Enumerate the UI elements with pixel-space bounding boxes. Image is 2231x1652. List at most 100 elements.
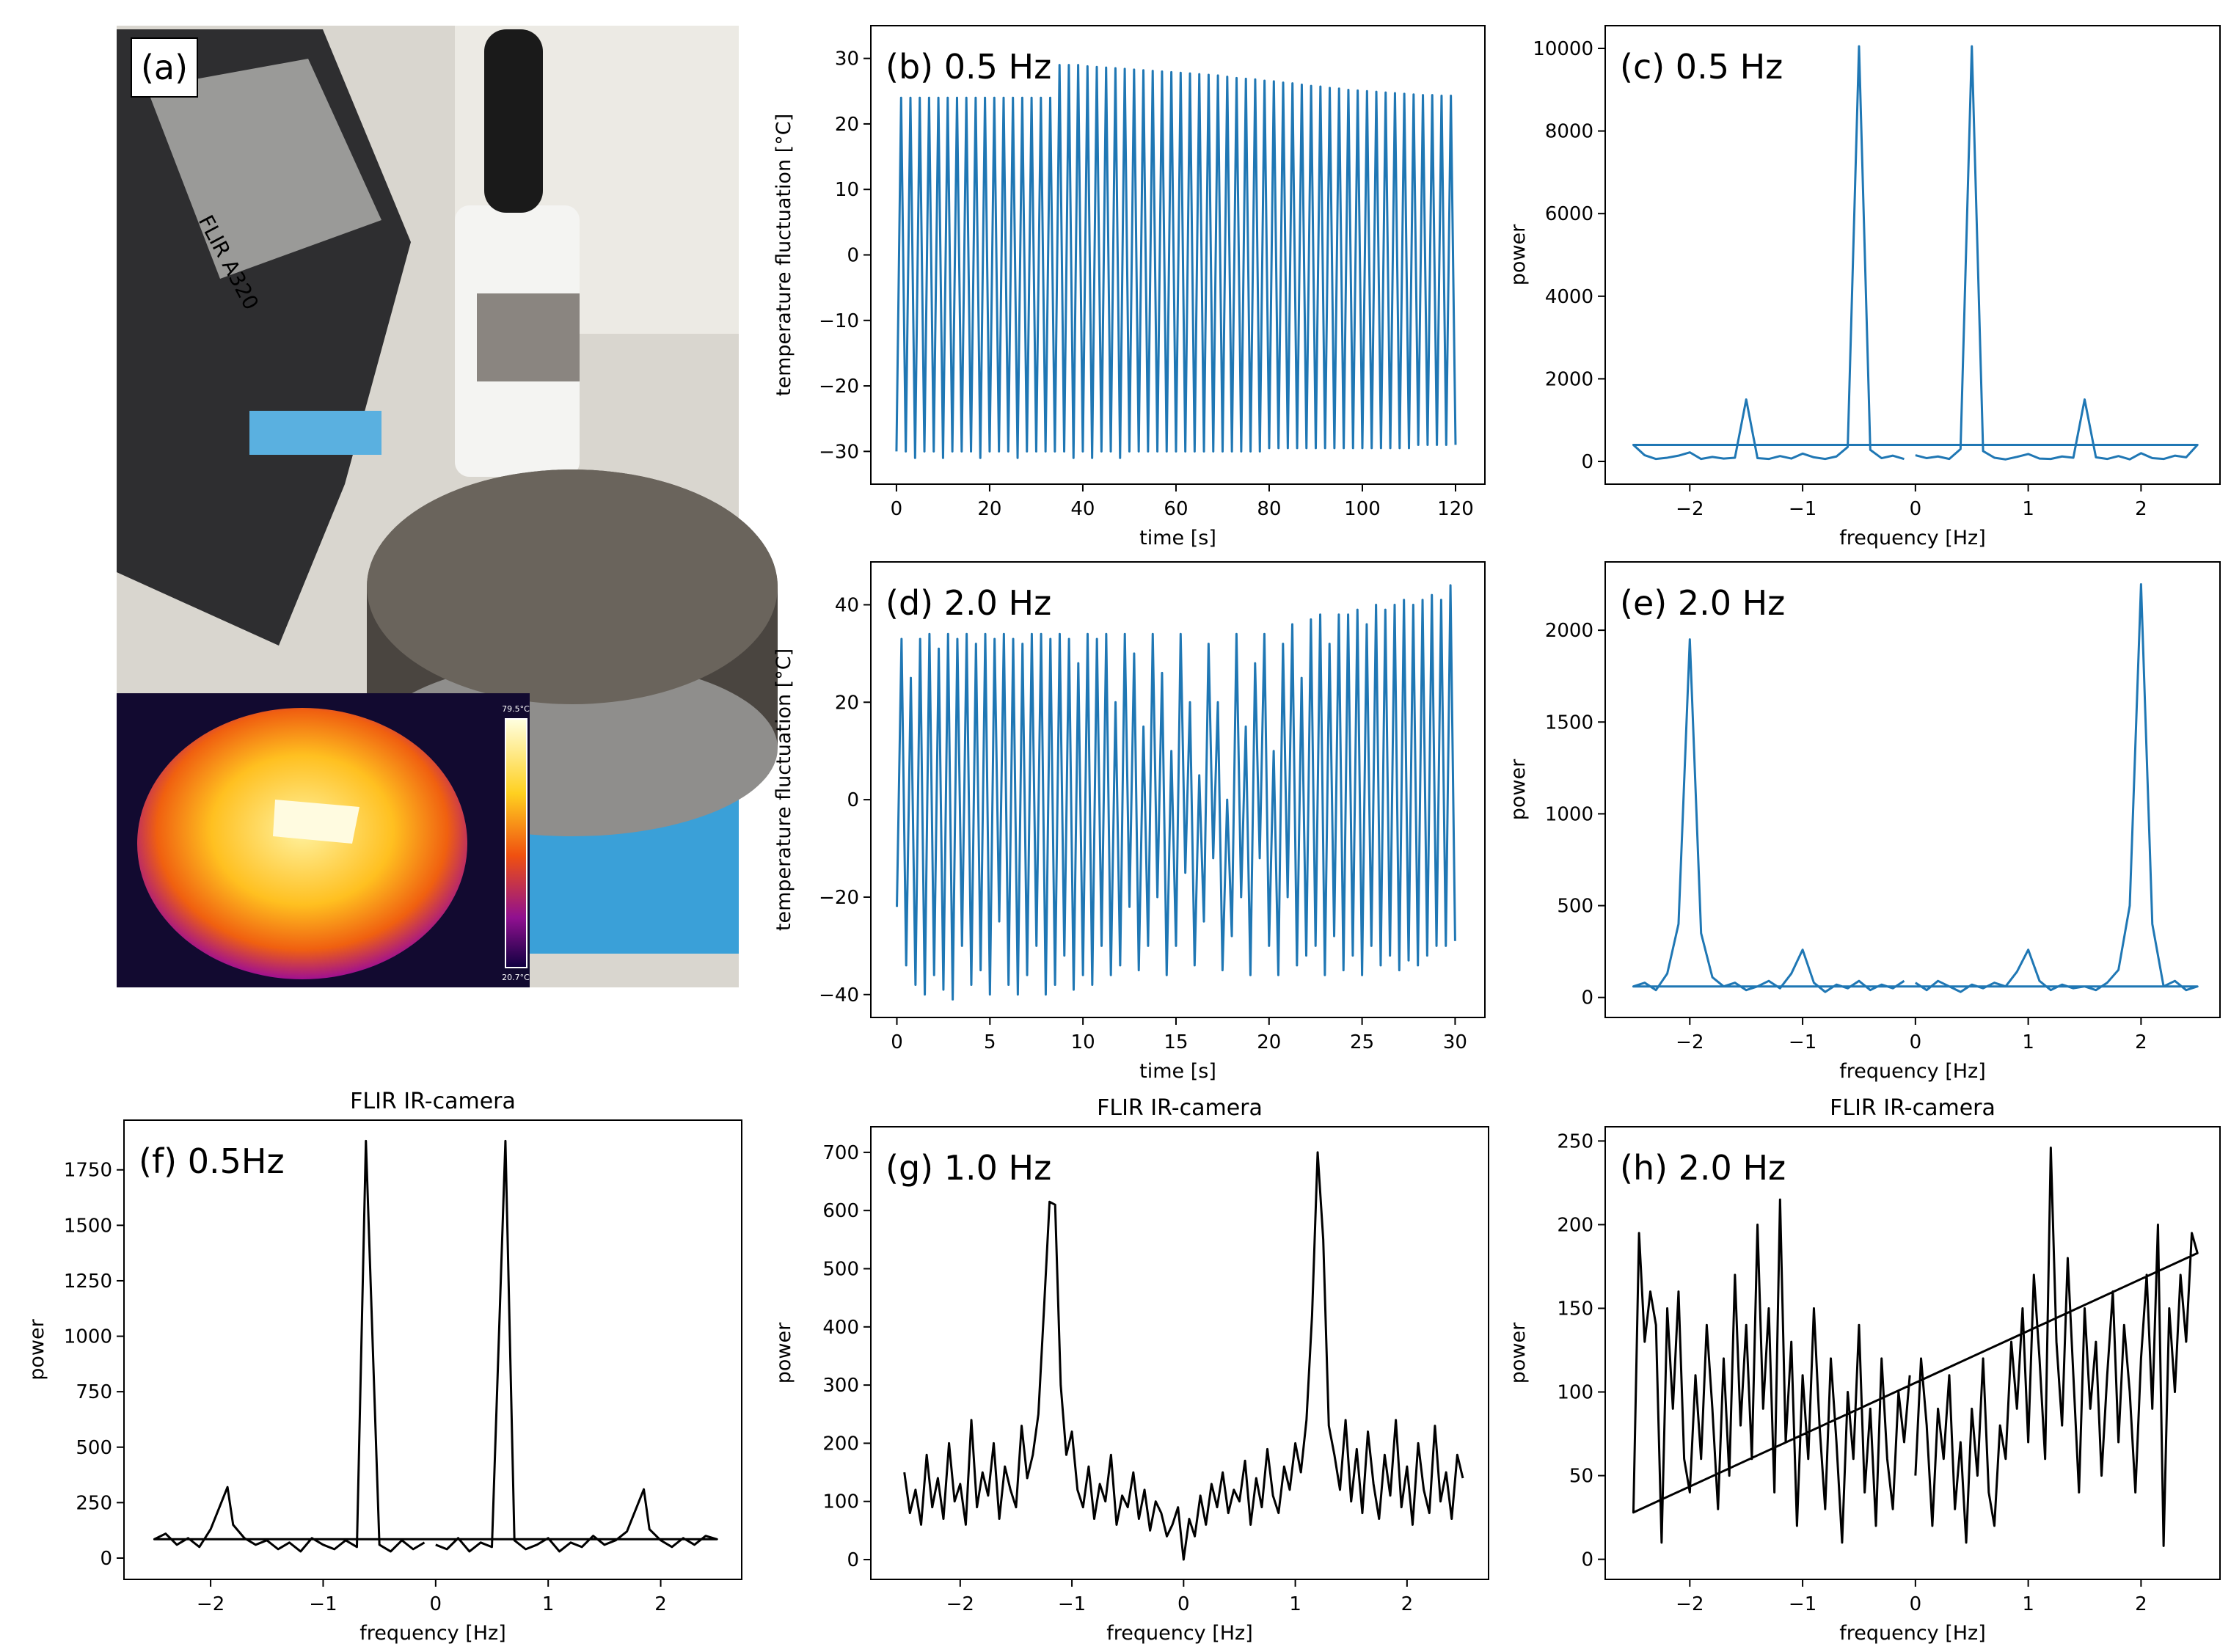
y-tick-label: 10000 [1533,38,1593,60]
y-tick-label: 0 [847,789,859,811]
x-tick-label: −2 [1676,498,1704,520]
y-tick-label: 1000 [1545,803,1593,825]
x-tick-label: 20 [1257,1031,1281,1053]
data-line [896,584,1456,1001]
x-axis-label: frequency [Hz] [1839,527,1986,549]
plot-area [1632,583,2199,993]
y-tick-label: −20 [819,887,859,909]
x-tick-label: −2 [1676,1031,1704,1053]
panel-label: (f) 0.5Hz [139,1141,285,1181]
y-tick-label: 40 [835,594,859,616]
y-tick-label: −20 [819,376,859,398]
colorbar-max: 79.5°C [502,704,530,714]
x-tick-label: 1 [1289,1593,1301,1615]
axes-frame [1604,1126,2221,1580]
x-axis-label: frequency [Hz] [1106,1622,1253,1645]
x-tick-label: 0 [891,1031,903,1053]
y-tick-label: 0 [847,245,859,267]
y-tick-label: 30 [835,48,859,70]
x-tick-label: 10 [1071,1031,1095,1053]
plot-area [153,1139,718,1553]
y-tick-label: 300 [822,1375,859,1397]
chart-panel: −2 −1 0 1 2 0 250 500 750 1000 1250 1500 1750 (f) 0.5… [26,1089,742,1645]
chart-panel: −2 −1 0 1 2 0 500 1000 1500 2000 (e) 2.0 Hz frequen… [1507,561,2221,1083]
plot-area [1632,1147,2199,1547]
plot-area [903,1151,1464,1561]
chart-panel: −2 −1 0 1 2 0 50 100 150 200 250 (h) 2.0 Hz FLIR IR-… [1507,1095,2221,1645]
chart-panel: −2 −1 0 1 2 0 2000 4000 6000 8000 10000 (c) 0.5 Hz f… [1507,25,2221,549]
x-axis-label: time [s] [1139,1060,1216,1083]
axes-frame [123,1119,742,1580]
y-tick-label: 100 [822,1491,859,1513]
x-tick-label: 0 [1910,498,1922,520]
x-tick-label: 15 [1164,1031,1188,1053]
disk-top [367,469,778,704]
panel-label: (c) 0.5 Hz [1620,47,1783,87]
x-tick-label: −1 [309,1593,337,1615]
y-tick-label: 400 [822,1317,859,1339]
panel-label: (e) 2.0 Hz [1620,583,1785,623]
data-line [1632,1147,2199,1547]
ir-disk [137,708,467,979]
x-tick-label: 40 [1070,498,1095,520]
y-tick-label: 150 [1557,1298,1593,1320]
y-axis-label: temperature fluctuation [°C] [773,648,795,931]
chart-panel: 0 5 10 15 20 25 30 −40 −20 0 20 40 (d) 2.0 Hz time [s… [773,561,1486,1083]
y-tick-label: 0 [1581,1549,1593,1571]
data-line [153,1139,718,1553]
y-tick-label: 1250 [64,1271,112,1293]
x-tick-label: 2 [2135,498,2147,520]
axes-frame [870,561,1486,1018]
y-tick-label: 200 [1557,1214,1593,1236]
y-tick-label: 10 [835,179,859,201]
data-line [1632,45,2199,461]
clamp [477,293,580,381]
y-axis-label: power [1507,1322,1530,1384]
panel-label: (d) 2.0 Hz [886,583,1051,623]
x-tick-label: 0 [1177,1593,1190,1615]
y-tick-label: 100 [1557,1382,1593,1404]
colorbar [505,718,527,968]
y-tick-label: 750 [76,1381,112,1403]
x-tick-label: 100 [1344,498,1381,520]
x-tick-label: 2 [2135,1031,2147,1053]
chart-title: FLIR IR-camera [350,1089,516,1114]
axes-frame [1604,25,2221,485]
y-tick-label: 1000 [64,1326,112,1348]
x-tick-label: 1 [542,1593,555,1615]
y-tick-label: −40 [819,984,859,1006]
photo-label-box [131,37,198,98]
x-tick-label: −1 [1789,1593,1816,1615]
y-tick-label: 0 [100,1548,112,1570]
y-tick-label: 600 [822,1200,859,1222]
chart-title: FLIR IR-camera [1097,1095,1263,1121]
y-tick-label: 1500 [64,1215,112,1237]
x-tick-label: 80 [1257,498,1281,520]
cable [484,29,543,213]
x-tick-label: 0 [1910,1593,1922,1615]
x-tick-label: 2 [654,1593,667,1615]
x-tick-label: −1 [1058,1593,1086,1615]
y-tick-label: 2000 [1545,620,1593,642]
data-line [903,1151,1464,1561]
data-line [1632,583,2199,993]
y-tick-label: 500 [822,1259,859,1281]
y-axis-label: power [773,1322,795,1384]
y-axis-label: power [1507,759,1530,820]
x-axis-label: time [s] [1139,527,1216,549]
x-tick-label: 60 [1164,498,1188,520]
camera-side [147,59,381,279]
y-tick-label: 700 [822,1142,859,1164]
y-tick-label: 500 [1557,896,1593,918]
x-tick-label: 0 [430,1593,442,1615]
panel-label: (h) 2.0 Hz [1620,1148,1786,1188]
x-tick-label: −2 [946,1593,974,1615]
plot-area [896,584,1456,1001]
photo: FLIR A320 (a) 79.5°C 20.7°C [117,26,778,987]
y-tick-label: 250 [1557,1130,1593,1152]
x-tick-label: 1 [2022,1593,2034,1615]
y-axis-label: power [1507,224,1530,285]
axes-frame [870,25,1486,485]
